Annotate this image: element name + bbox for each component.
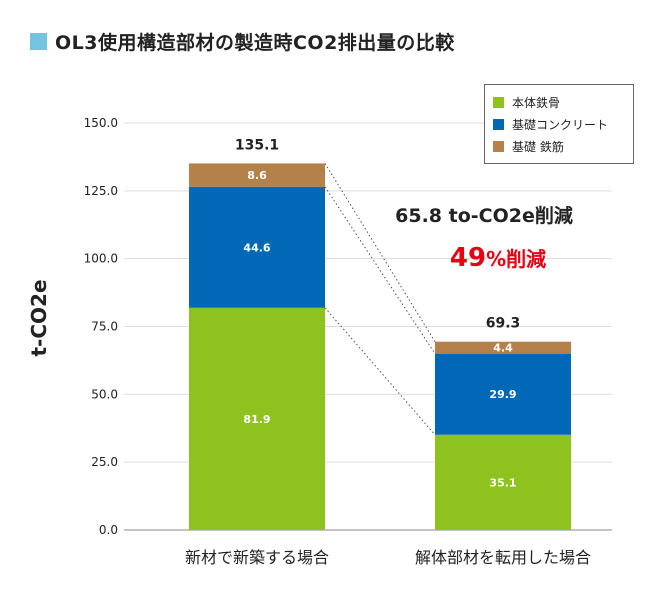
connector-line (324, 163, 436, 342)
reduction-amount-label: 65.8 to-CO2e削減 (395, 204, 573, 227)
data-label: 4.4 (493, 342, 513, 355)
legend-swatch-steel-frame (493, 96, 504, 108)
y-tick-label: 0.0 (99, 523, 118, 537)
chart-title: OL3使用構造部材の製造時CO2排出量の比較 (55, 32, 455, 54)
reduction-percent-label: 49%削減 (450, 243, 546, 273)
legend-swatch-rebar (493, 140, 504, 152)
y-tick-label: 25.0 (91, 455, 118, 469)
y-tick-label: 150.0 (84, 116, 118, 130)
bar-segment (435, 434, 571, 530)
bar-segment (435, 353, 571, 435)
x-category-label: 新材で新築する場合 (185, 548, 329, 567)
data-label: 44.6 (243, 241, 270, 254)
legend-label-concrete: 基礎コンクリート (512, 117, 609, 132)
reduction-percent-unit: %削減 (486, 247, 546, 271)
legend: 本体鉄骨 基礎コンクリート 基礎 鉄筋 (484, 84, 634, 164)
legend-item-steel-frame: 本体鉄骨 (493, 91, 625, 113)
y-tick-label: 100.0 (84, 252, 118, 266)
bar-segment (435, 341, 571, 354)
bar-segment (189, 307, 325, 530)
legend-swatch-concrete (493, 118, 504, 130)
total-label: 135.1 (235, 137, 279, 153)
legend-item-concrete: 基礎コンクリート (493, 113, 625, 135)
legend-item-rebar: 基礎 鉄筋 (493, 135, 625, 157)
y-tick-label: 75.0 (91, 320, 118, 334)
title-square-icon (30, 33, 47, 50)
reduction-percent-number: 49 (450, 243, 486, 273)
title-group: OL3使用構造部材の製造時CO2排出量の比較 (30, 28, 455, 55)
legend-label-rebar: 基礎 鉄筋 (512, 139, 564, 154)
y-axis-label: t-CO2e (27, 279, 51, 356)
data-label: 81.9 (243, 413, 270, 426)
connector-line (324, 307, 436, 436)
data-label: 8.6 (247, 169, 267, 182)
connector-line (324, 186, 436, 354)
bar-segment (189, 163, 325, 187)
bar-segment (189, 186, 325, 308)
y-tick-label: 125.0 (84, 184, 118, 198)
data-label: 29.9 (489, 388, 516, 401)
x-category-label: 解体部材を転用した場合 (415, 548, 591, 567)
total-label: 69.3 (486, 316, 521, 332)
legend-label-steel-frame: 本体鉄骨 (512, 95, 561, 110)
y-tick-label: 50.0 (91, 387, 118, 401)
data-label: 35.1 (489, 476, 516, 489)
